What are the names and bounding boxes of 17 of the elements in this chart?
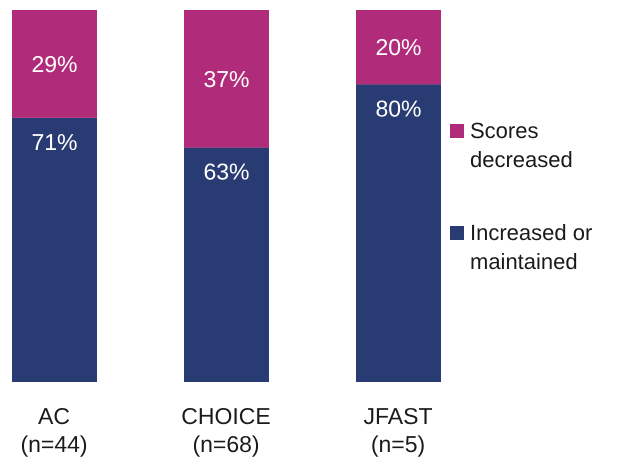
bar [356, 10, 441, 84]
x-tick-label: JFAST (n=5) [363, 403, 433, 457]
bar [12, 10, 97, 118]
bar [356, 84, 441, 382]
data-label: 63% [203, 158, 250, 185]
legend-label: Scores decreased [470, 117, 574, 174]
data-label: 37% [203, 66, 250, 92]
x-tick-label: AC (n=44) [20, 403, 88, 457]
data-label: 20% [375, 34, 422, 60]
legend-label: Increased or maintained [470, 219, 594, 276]
data-label: 71% [31, 128, 78, 155]
x-tick-label: CHOICE (n=68) [181, 403, 271, 457]
bar [184, 10, 269, 148]
data-label: 29% [31, 50, 78, 77]
bar [12, 118, 97, 382]
bar [184, 148, 269, 382]
data-label: 80% [375, 95, 422, 122]
